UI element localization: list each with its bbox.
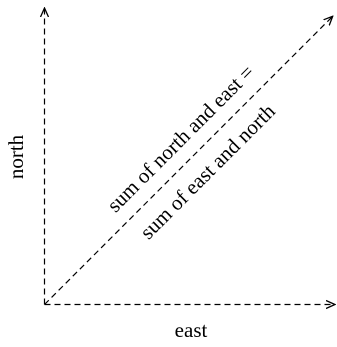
diagonal-line <box>44 17 333 305</box>
y-axis-label: north <box>4 134 28 179</box>
x-axis-label: east <box>175 318 208 342</box>
